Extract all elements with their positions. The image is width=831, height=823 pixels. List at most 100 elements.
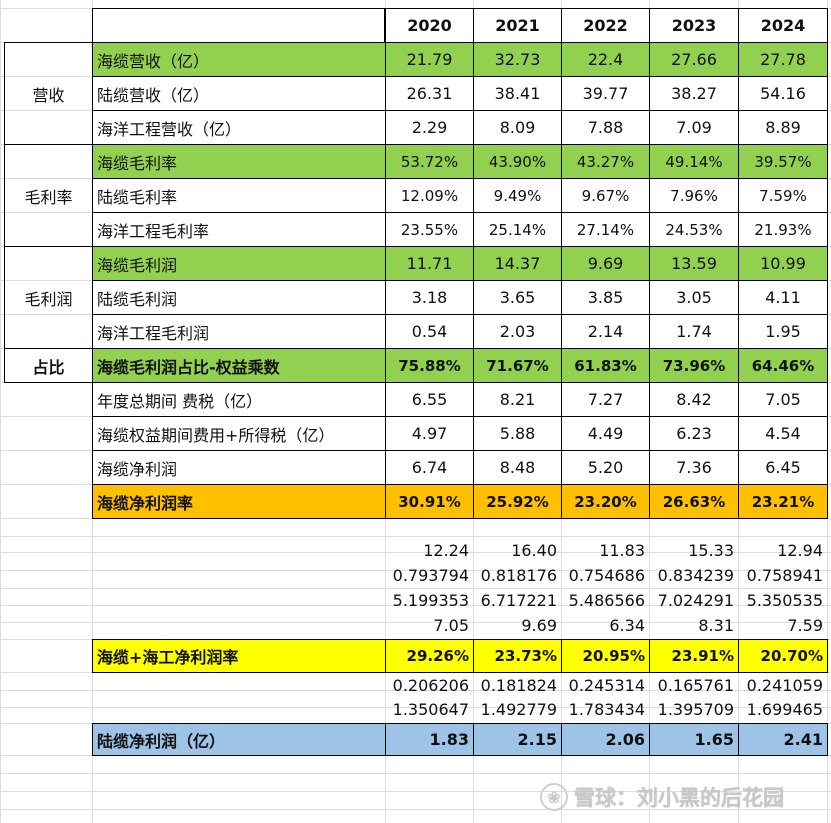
computed-value-cell[interactable]: 0.181824 (480, 675, 557, 695)
value-cell[interactable]: 4.11 (738, 280, 828, 315)
value-cell[interactable]: 7.05 (738, 382, 828, 417)
value-cell[interactable]: 8.48 (473, 450, 562, 485)
value-cell[interactable]: 27.78 (738, 42, 828, 77)
row-label[interactable]: 海缆营收（亿） (92, 42, 386, 77)
header-blank-cell[interactable] (92, 8, 385, 43)
value-cell[interactable]: 7.09 (649, 110, 739, 145)
computed-value-cell[interactable]: 6.717221 (480, 590, 557, 610)
value-cell[interactable]: 3.05 (649, 280, 739, 315)
value-cell[interactable]: 8.09 (473, 110, 562, 145)
value-cell[interactable]: 26.31 (385, 76, 474, 111)
value-cell[interactable]: 3.18 (385, 280, 474, 315)
value-cell[interactable]: 25.92% (473, 484, 562, 519)
computed-value-cell[interactable]: 5.486566 (568, 590, 645, 610)
value-cell[interactable]: 11.71 (385, 246, 474, 281)
value-cell[interactable]: 27.66 (649, 42, 739, 77)
value-cell[interactable]: 8.89 (738, 110, 828, 145)
value-cell[interactable]: 64.46% (738, 348, 828, 383)
computed-value-cell[interactable]: 16.40 (511, 540, 557, 560)
computed-value-cell[interactable]: 1.350647 (392, 699, 469, 719)
computed-value-cell[interactable]: 1.492779 (480, 699, 557, 719)
value-cell[interactable]: 23.91% (649, 639, 739, 673)
value-cell[interactable]: 20.70% (738, 639, 828, 673)
value-cell[interactable]: 7.88 (561, 110, 650, 145)
value-cell[interactable]: 21.93% (738, 212, 828, 247)
value-cell[interactable]: 24.53% (649, 212, 739, 247)
value-cell[interactable]: 29.26% (385, 639, 474, 673)
value-cell[interactable]: 54.16 (738, 76, 828, 111)
row-label[interactable]: 年度总期间 费税（亿） (92, 382, 386, 417)
row-label[interactable]: 海缆净利润 (92, 450, 386, 485)
value-cell[interactable]: 38.27 (649, 76, 739, 111)
value-cell[interactable]: 30.91% (385, 484, 474, 519)
value-cell[interactable]: 8.42 (649, 382, 739, 417)
value-cell[interactable]: 6.23 (649, 416, 739, 451)
computed-value-cell[interactable]: 0.206206 (392, 675, 469, 695)
value-cell[interactable]: 53.72% (385, 144, 474, 179)
computed-value-cell[interactable]: 0.834239 (657, 565, 734, 585)
computed-value-cell[interactable]: 11.83 (599, 540, 645, 560)
value-cell[interactable]: 1.95 (738, 314, 828, 349)
value-cell[interactable]: 2.15 (473, 723, 562, 756)
value-cell[interactable]: 2.14 (561, 314, 650, 349)
value-cell[interactable]: 5.20 (561, 450, 650, 485)
value-cell[interactable]: 12.09% (385, 178, 474, 213)
computed-value-cell[interactable]: 8.31 (698, 615, 734, 635)
value-cell[interactable]: 9.69 (561, 246, 650, 281)
year-header-2022[interactable]: 2022 (561, 8, 650, 43)
group-share[interactable]: 占比 (4, 348, 93, 383)
computed-value-cell[interactable]: 1.395709 (657, 699, 734, 719)
value-cell[interactable]: 3.85 (561, 280, 650, 315)
year-header-2021[interactable]: 2021 (473, 8, 562, 43)
computed-value-cell[interactable]: 5.199353 (392, 590, 469, 610)
value-cell[interactable]: 23.21% (738, 484, 828, 519)
value-cell[interactable]: 73.96% (649, 348, 739, 383)
year-header-2020[interactable]: 2020 (385, 8, 474, 43)
value-cell[interactable]: 9.67% (561, 178, 650, 213)
computed-value-cell[interactable]: 0.793794 (392, 565, 469, 585)
computed-value-cell[interactable]: 0.818176 (480, 565, 557, 585)
value-cell[interactable]: 7.36 (649, 450, 739, 485)
value-cell[interactable]: 13.59 (649, 246, 739, 281)
computed-value-cell[interactable]: 12.94 (777, 540, 823, 560)
computed-value-cell[interactable]: 0.165761 (657, 675, 734, 695)
value-cell[interactable]: 23.20% (561, 484, 650, 519)
value-cell[interactable]: 21.79 (385, 42, 474, 77)
value-cell[interactable]: 4.49 (561, 416, 650, 451)
group-revenue[interactable]: 营收 (4, 42, 93, 145)
computed-value-cell[interactable]: 1.783434 (568, 699, 645, 719)
row-label[interactable]: 陆缆毛利润 (92, 280, 386, 315)
value-cell[interactable]: 2.03 (473, 314, 562, 349)
row-label[interactable]: 海缆毛利润 (92, 246, 386, 281)
computed-value-cell[interactable]: 0.241059 (746, 675, 823, 695)
value-cell[interactable]: 61.83% (561, 348, 650, 383)
group-gross-profit[interactable]: 毛利润 (4, 246, 93, 349)
value-cell[interactable]: 1.83 (385, 723, 474, 756)
row-label[interactable]: 陆缆毛利率 (92, 178, 386, 213)
computed-value-cell[interactable]: 12.24 (423, 540, 469, 560)
value-cell[interactable]: 75.88% (385, 348, 474, 383)
value-cell[interactable]: 43.27% (561, 144, 650, 179)
computed-value-cell[interactable]: 7.05 (433, 615, 469, 635)
year-header-2023[interactable]: 2023 (649, 8, 739, 43)
value-cell[interactable]: 20.95% (561, 639, 650, 673)
row-label[interactable]: 海缆毛利率 (92, 144, 386, 179)
computed-value-cell[interactable]: 7.59 (787, 615, 823, 635)
value-cell[interactable]: 5.88 (473, 416, 562, 451)
row-label[interactable]: 海缆净利润率 (92, 484, 386, 519)
value-cell[interactable]: 27.14% (561, 212, 650, 247)
row-label[interactable]: 陆缆营收（亿） (92, 76, 386, 111)
value-cell[interactable]: 23.55% (385, 212, 474, 247)
value-cell[interactable]: 4.97 (385, 416, 474, 451)
value-cell[interactable]: 10.99 (738, 246, 828, 281)
value-cell[interactable]: 71.67% (473, 348, 562, 383)
computed-value-cell[interactable]: 7.024291 (657, 590, 734, 610)
computed-value-cell[interactable]: 15.33 (688, 540, 734, 560)
row-label[interactable]: 海洋工程营收（亿） (92, 110, 386, 145)
computed-value-cell[interactable]: 5.350535 (746, 590, 823, 610)
computed-value-cell[interactable]: 0.754686 (568, 565, 645, 585)
computed-value-cell[interactable]: 0.758941 (746, 565, 823, 585)
row-label[interactable]: 陆缆净利润（亿） (92, 723, 386, 756)
value-cell[interactable]: 4.54 (738, 416, 828, 451)
value-cell[interactable]: 32.73 (473, 42, 562, 77)
